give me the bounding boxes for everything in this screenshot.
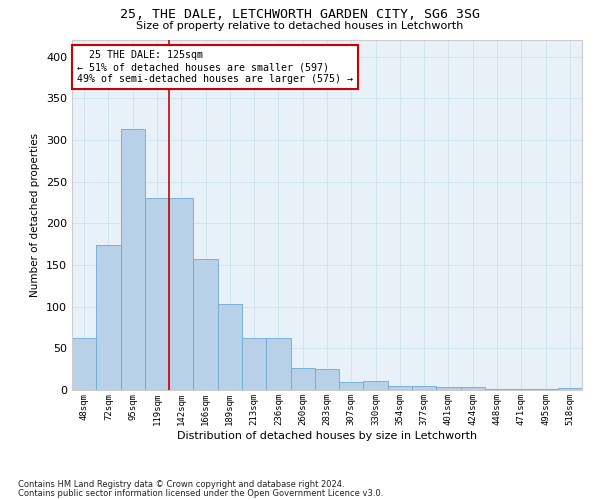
Bar — [509, 389, 533, 390]
Bar — [193, 259, 218, 390]
Bar — [436, 386, 461, 390]
Bar — [388, 386, 412, 390]
Bar — [72, 338, 96, 390]
Bar — [145, 198, 169, 390]
Bar — [290, 368, 315, 390]
Bar — [461, 386, 485, 390]
Bar — [218, 304, 242, 390]
Bar — [315, 369, 339, 390]
Bar — [266, 338, 290, 390]
Bar — [558, 388, 582, 390]
Bar — [121, 129, 145, 390]
Bar — [96, 245, 121, 390]
Text: Contains HM Land Registry data © Crown copyright and database right 2024.: Contains HM Land Registry data © Crown c… — [18, 480, 344, 489]
X-axis label: Distribution of detached houses by size in Letchworth: Distribution of detached houses by size … — [177, 430, 477, 440]
Bar — [169, 198, 193, 390]
Bar — [412, 386, 436, 390]
Y-axis label: Number of detached properties: Number of detached properties — [31, 133, 40, 297]
Text: 25, THE DALE, LETCHWORTH GARDEN CITY, SG6 3SG: 25, THE DALE, LETCHWORTH GARDEN CITY, SG… — [120, 8, 480, 20]
Bar — [364, 381, 388, 390]
Text: Contains public sector information licensed under the Open Government Licence v3: Contains public sector information licen… — [18, 489, 383, 498]
Bar — [242, 338, 266, 390]
Text: Size of property relative to detached houses in Letchworth: Size of property relative to detached ho… — [136, 21, 464, 31]
Text: 25 THE DALE: 125sqm
← 51% of detached houses are smaller (597)
49% of semi-detac: 25 THE DALE: 125sqm ← 51% of detached ho… — [77, 50, 353, 84]
Bar — [339, 382, 364, 390]
Bar — [485, 389, 509, 390]
Bar — [533, 389, 558, 390]
